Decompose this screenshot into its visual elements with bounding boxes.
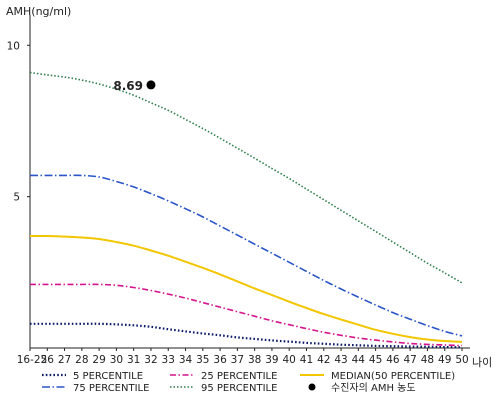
x-axis-title: 나이 <box>472 356 492 369</box>
x-tick-label: 37 <box>231 354 244 366</box>
legend-label: 95 PERCENTILE <box>201 383 277 394</box>
x-tick-label: 46 <box>386 354 400 366</box>
x-tick-label: 32 <box>144 354 157 366</box>
legend-label: MEDIAN(50 PERCENTILE) <box>331 371 455 382</box>
x-tick-label: 40 <box>283 354 296 366</box>
x-tick-label: 38 <box>248 354 261 366</box>
y-tick-group: 5 10 <box>7 40 30 203</box>
x-tick-label: 39 <box>265 354 278 366</box>
x-tick-label: 48 <box>421 354 434 366</box>
x-tick-label: 28 <box>75 354 88 366</box>
legend-label: 25 PERCENTILE <box>201 371 277 382</box>
x-tick-label: 36 <box>213 354 227 366</box>
legend-swatch-marker <box>309 384 316 391</box>
x-tick-label: 49 <box>438 354 451 366</box>
x-tick-label: 26 <box>41 354 55 366</box>
y-tick-label: 10 <box>7 40 20 52</box>
x-tick-label: 33 <box>162 354 175 366</box>
legend-label: 수진자의 AMH 농도 <box>331 382 416 394</box>
series-line-75-percentile <box>30 175 462 336</box>
series-line-95-percentile <box>30 73 462 283</box>
x-tick-label: 34 <box>179 354 193 366</box>
x-tick-label: 31 <box>127 354 140 366</box>
x-tick-label: 45 <box>369 354 382 366</box>
x-tick-label: 41 <box>300 354 313 366</box>
legend-label: 75 PERCENTILE <box>73 383 149 394</box>
x-tick-label: 47 <box>403 354 416 366</box>
x-tick-label: 44 <box>352 354 366 366</box>
legend: 5 PERCENTILE 25 PERCENTILE MEDIAN(50 PERCE… <box>42 371 455 394</box>
series-lines <box>30 73 462 348</box>
patient-amh-point <box>146 80 155 89</box>
x-tick-label: 27 <box>58 354 71 366</box>
legend-label: 5 PERCENTILE <box>73 371 143 382</box>
x-tick-label: 50 <box>455 354 468 366</box>
x-tick-label: 29 <box>92 354 105 366</box>
x-tick-label: 42 <box>317 354 330 366</box>
x-tick-label: 30 <box>110 354 123 366</box>
y-tick-label: 5 <box>13 192 20 204</box>
patient-amh-value-label: 8.69 <box>113 79 143 93</box>
patient-marker: 8.69 <box>113 79 155 93</box>
x-tick-label: 43 <box>334 354 347 366</box>
x-tick-label: 35 <box>196 354 209 366</box>
series-line-median-50-percentile <box>30 236 462 342</box>
y-axis-title: AMH(ng/ml) <box>6 5 71 18</box>
